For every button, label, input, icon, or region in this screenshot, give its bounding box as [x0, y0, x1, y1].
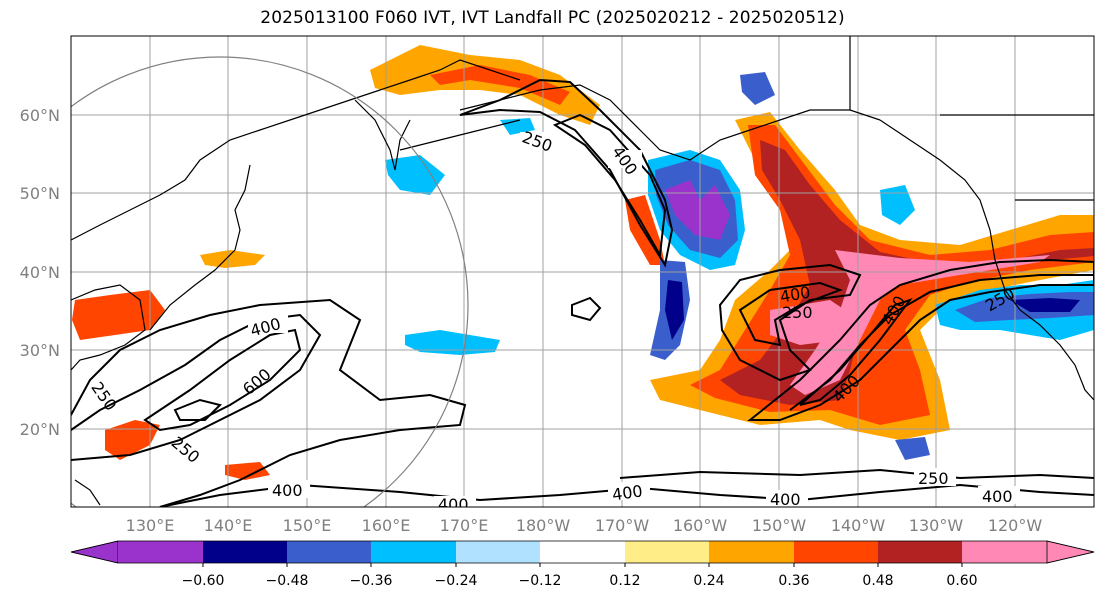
colorbar-bin — [287, 541, 371, 563]
lon-label: 170°W — [595, 516, 650, 535]
lon-label: 160°W — [673, 516, 728, 535]
negative-region-california-core — [1010, 298, 1080, 312]
colorbar-tick-label: 0.36 — [778, 573, 809, 589]
contour-inner-loop — [173, 398, 222, 421]
contour-east-pacific-400 — [718, 263, 862, 382]
positive-region-japan-2 — [200, 250, 265, 268]
graticule — [71, 36, 1094, 507]
colorbar-tick-label: −0.24 — [435, 573, 478, 589]
colorbar-bin — [118, 541, 203, 563]
lon-label: 120°W — [988, 516, 1043, 535]
contour-ne-pacific-250 — [552, 113, 667, 259]
lat-label: 50°N — [20, 184, 60, 203]
negative-region-coast-core — [665, 280, 684, 340]
lat-label: 20°N — [20, 420, 60, 439]
colorbar-outline — [70, 540, 1095, 564]
contour-label: 400 — [272, 481, 303, 500]
colorbar-bin — [962, 541, 1047, 563]
colorbar-tick-label: −0.36 — [350, 573, 393, 589]
positive-region-alaska-core — [430, 65, 570, 105]
negative-region-gulf-core — [665, 180, 730, 240]
coast-japan — [149, 164, 251, 331]
lon-label: 130°E — [126, 516, 175, 535]
contour-west-pacific-250 — [71, 298, 467, 507]
coast-north-america — [879, 119, 1094, 401]
contour-label: 400 — [982, 487, 1013, 506]
contour-west-pacific-600 — [143, 328, 302, 432]
lat-label: 40°N — [20, 263, 60, 282]
contour-ar-400 — [747, 258, 1094, 421]
contour-label: 400 — [611, 481, 644, 504]
contour-small-loop — [571, 296, 602, 322]
colorbar-tick-label: 0.12 — [609, 573, 640, 589]
positive-region-subtropic-2 — [225, 462, 270, 480]
landfall-circle — [71, 56, 469, 507]
colorbar-bin — [540, 541, 625, 563]
coast-philippines — [74, 479, 101, 506]
contour-east-pacific-250 — [738, 281, 843, 347]
negative-region-north — [740, 72, 775, 105]
plot-title: 2025013100 F060 IVT, IVT Landfall PC (20… — [260, 8, 845, 28]
lon-label: 160°E — [362, 516, 411, 535]
contour-south-250 — [619, 468, 1094, 480]
contour-label: 250 — [782, 303, 813, 322]
lat-labels: 60°N 50°N 40°N 30°N 20°N — [20, 106, 60, 439]
lat-label: 60°N — [20, 106, 60, 125]
lon-labels: 130°E 140°E 150°E 160°E 170°E 180°W 170°… — [126, 516, 1043, 535]
colorbar: −0.60 −0.48 −0.36 −0.24 −0.12 0.12 0.24 … — [70, 540, 1095, 589]
coast-alaska — [459, 36, 881, 161]
coastlines — [71, 36, 1094, 506]
colorbar-bin — [709, 541, 794, 563]
lon-label: 140°W — [831, 516, 886, 535]
colorbar-bin — [878, 541, 962, 563]
map-frame — [70, 35, 1095, 508]
colorbar-tick-label: −0.48 — [266, 573, 309, 589]
lon-label: 150°W — [752, 516, 807, 535]
colorbar-extend-high — [1046, 540, 1095, 564]
lat-label: 30°N — [20, 341, 60, 360]
colorbar-bin — [371, 541, 456, 563]
colorbar-tick-label: 0.48 — [862, 573, 893, 589]
lon-label: 140°E — [204, 516, 253, 535]
contour-west-pacific-400 — [71, 313, 322, 461]
colorbar-bin — [456, 541, 540, 563]
lon-label: 180°W — [516, 516, 571, 535]
negative-region-canada — [880, 185, 915, 225]
colorbar-bin — [794, 541, 878, 563]
coast-aleutians — [399, 119, 521, 151]
contour-label: 400 — [438, 495, 469, 514]
map-panel: 250 400 400 600 250 250 400 400 400 400 … — [71, 36, 1094, 514]
colorbar-bin — [203, 541, 287, 563]
negative-region-aleutian — [385, 155, 445, 195]
colorbar-tick-label: 0.60 — [946, 573, 977, 589]
contour-ne-pacific-400 — [459, 78, 674, 268]
contour-label: 250 — [918, 469, 949, 488]
colorbar-tick-label: −0.12 — [519, 573, 562, 589]
positive-region-subtropic — [105, 420, 160, 460]
lon-label: 170°E — [440, 516, 489, 535]
colorbar-tick-label: 0.24 — [693, 573, 724, 589]
lon-label: 150°E — [283, 516, 332, 535]
contour-ar-inner — [799, 298, 913, 406]
lon-label: 130°W — [909, 516, 964, 535]
colorbar-bin — [625, 541, 709, 563]
contour-label: 400 — [770, 490, 801, 509]
positive-region-japan — [72, 290, 165, 340]
negative-region-midpacific — [405, 330, 500, 355]
colorbar-tick-label: −0.60 — [182, 573, 225, 589]
coast-asia — [71, 59, 521, 371]
negative-region-sw — [895, 437, 930, 460]
colorbar-extend-low — [70, 540, 119, 564]
